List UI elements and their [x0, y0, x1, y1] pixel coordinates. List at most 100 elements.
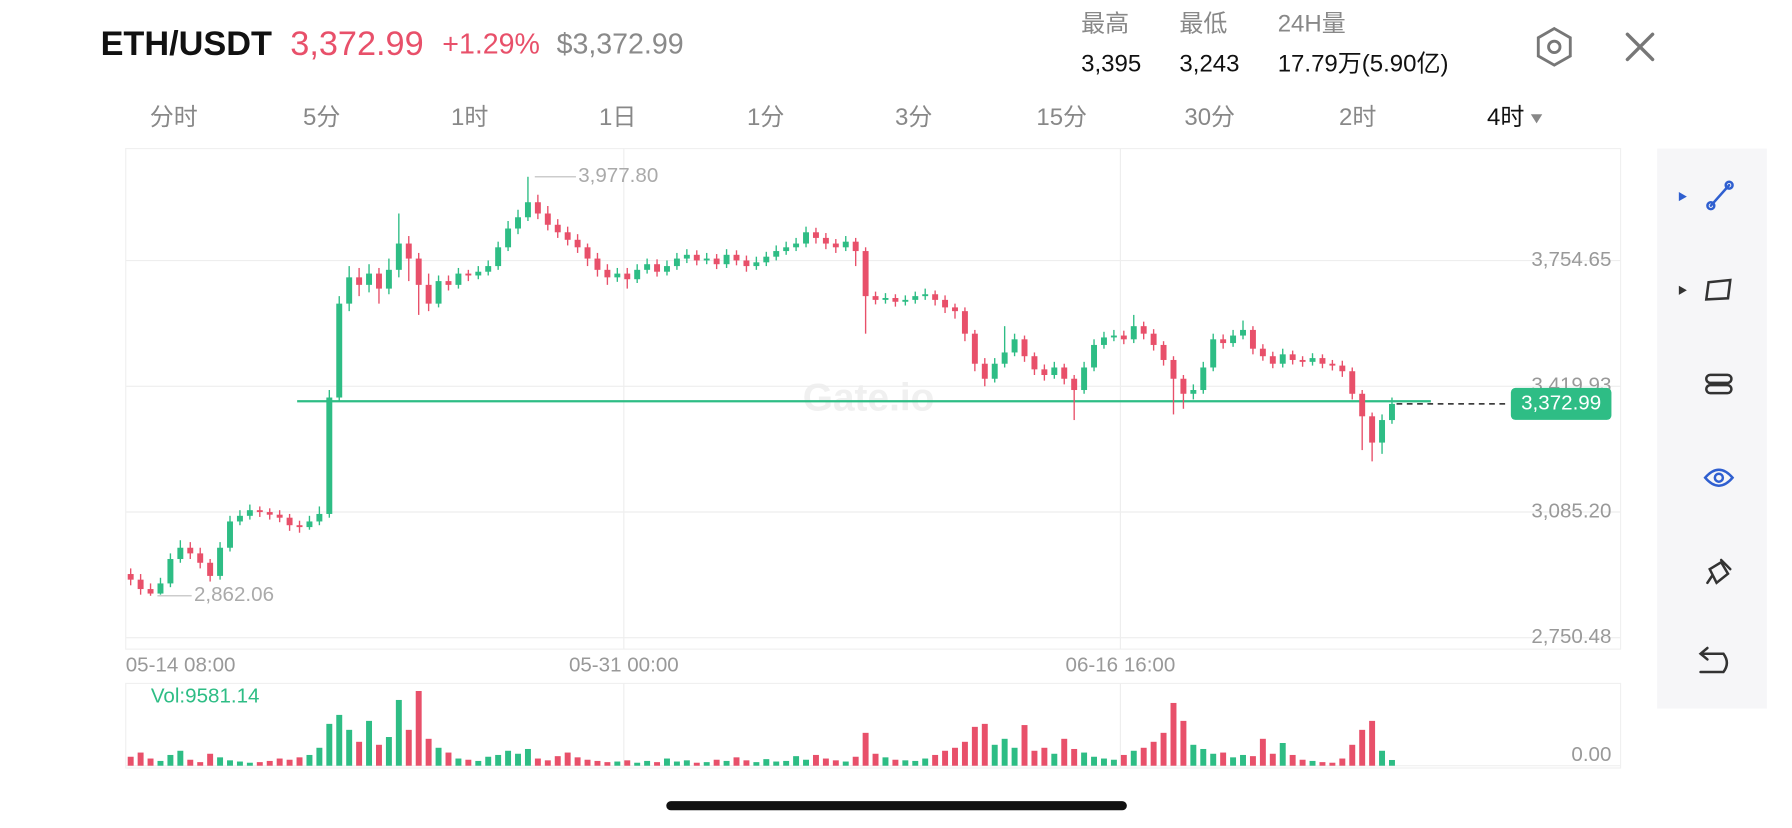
volume-bar — [366, 720, 373, 766]
candle-body — [1319, 358, 1326, 364]
tab[interactable]: 1分 — [747, 104, 784, 131]
volume-bar — [763, 759, 770, 766]
volume-bar — [1011, 747, 1018, 766]
close-button[interactable] — [1625, 32, 1655, 62]
candle-body — [227, 521, 233, 548]
volume-bar — [693, 762, 700, 766]
volume-bar — [793, 756, 800, 766]
volume-bar — [227, 760, 233, 766]
candle-body — [266, 512, 273, 515]
close-icon — [1625, 32, 1655, 62]
shape-tool[interactable] — [1678, 278, 1732, 301]
tab[interactable]: 4时 — [1487, 104, 1524, 131]
last-price-label: 3,372.99 — [1521, 391, 1601, 414]
tab[interactable]: 分时 — [150, 104, 198, 131]
candle-body — [356, 277, 363, 285]
volume-bar — [217, 757, 224, 766]
volume-bar — [1299, 759, 1306, 766]
volume-bar — [266, 760, 273, 766]
candle-body — [1160, 344, 1167, 360]
volume-bar — [1081, 752, 1088, 766]
candle-body — [405, 243, 412, 259]
candle-body — [316, 513, 323, 522]
change: +1.29% — [442, 28, 540, 60]
visibility-tool[interactable] — [1703, 468, 1735, 487]
volume-bar — [415, 690, 422, 766]
tab[interactable]: 1日 — [599, 104, 636, 131]
candle-body — [1051, 367, 1058, 375]
volume-bar — [524, 748, 531, 766]
tool-arrow — [1678, 192, 1687, 202]
candle-body — [1220, 339, 1227, 344]
volume-bar — [306, 754, 313, 766]
candle-body — [1100, 337, 1107, 345]
volume-bar — [246, 762, 253, 766]
clear-tool[interactable] — [1706, 558, 1732, 585]
tool-arrow — [1678, 285, 1687, 295]
volume-bar — [892, 759, 899, 766]
volume-bar — [326, 723, 333, 766]
volume-bar — [1110, 759, 1117, 766]
candle-body — [1110, 335, 1117, 338]
candle-body — [803, 232, 809, 244]
candle-body — [1259, 348, 1266, 357]
tab[interactable]: 1时 — [451, 104, 488, 131]
volume-bar — [385, 737, 392, 766]
tool-icon — [1706, 201, 1716, 211]
candle-body — [952, 307, 958, 312]
volume-bar — [1051, 753, 1058, 766]
line-tool[interactable] — [1678, 180, 1734, 211]
volume-bar — [177, 750, 184, 766]
volume-bar — [1249, 756, 1256, 766]
candle-body — [475, 271, 482, 276]
volume-bar — [296, 757, 303, 766]
volume-bar — [803, 759, 809, 766]
tab[interactable]: 30分 — [1184, 104, 1235, 131]
volume-bar — [961, 741, 968, 766]
volume-bar — [1349, 744, 1356, 766]
pair: ETH/USDT — [101, 25, 272, 63]
candle-body — [177, 547, 184, 560]
volume-bar — [485, 756, 492, 766]
extreme-marker-label: 2,862.06 — [194, 583, 274, 606]
tab[interactable]: 15分 — [1036, 104, 1087, 131]
tab[interactable]: 2时 — [1339, 104, 1376, 131]
volume-bar — [1259, 738, 1266, 766]
candle-body — [1269, 356, 1276, 364]
y-tick-label: 3,754.65 — [1531, 248, 1611, 271]
candle-body — [236, 515, 243, 522]
tab[interactable]: 5分 — [303, 104, 340, 131]
volume-bar — [167, 754, 174, 766]
candle-body — [852, 241, 859, 252]
candle-body — [1249, 329, 1256, 349]
candle-body — [664, 266, 670, 272]
candle-body — [524, 202, 531, 218]
candle-body — [1230, 335, 1237, 344]
volume-bar — [256, 762, 263, 766]
candle-body — [882, 298, 889, 300]
volume-bar — [1279, 742, 1286, 766]
indicator-tool[interactable] — [1705, 373, 1733, 395]
volume-bar — [544, 760, 551, 766]
candle-body — [366, 273, 373, 285]
volume-bar — [1329, 762, 1336, 766]
candle-body — [594, 258, 601, 270]
volume-bar — [207, 753, 214, 766]
volume-bar — [435, 747, 442, 766]
candle-body — [515, 217, 521, 229]
volume-bar — [624, 760, 631, 766]
tab[interactable]: 3分 — [895, 104, 932, 131]
candle-body — [1339, 365, 1346, 372]
candle-body — [733, 254, 740, 261]
candle-body — [1279, 354, 1286, 364]
volume-bar — [683, 760, 690, 766]
candle-body — [1041, 369, 1048, 375]
volume-bar — [822, 758, 829, 766]
volume-bar — [1309, 760, 1316, 766]
candle-body — [812, 232, 819, 238]
volume-bar — [1369, 720, 1376, 766]
undo-tool[interactable] — [1698, 646, 1729, 674]
settings-button[interactable] — [1536, 26, 1572, 67]
